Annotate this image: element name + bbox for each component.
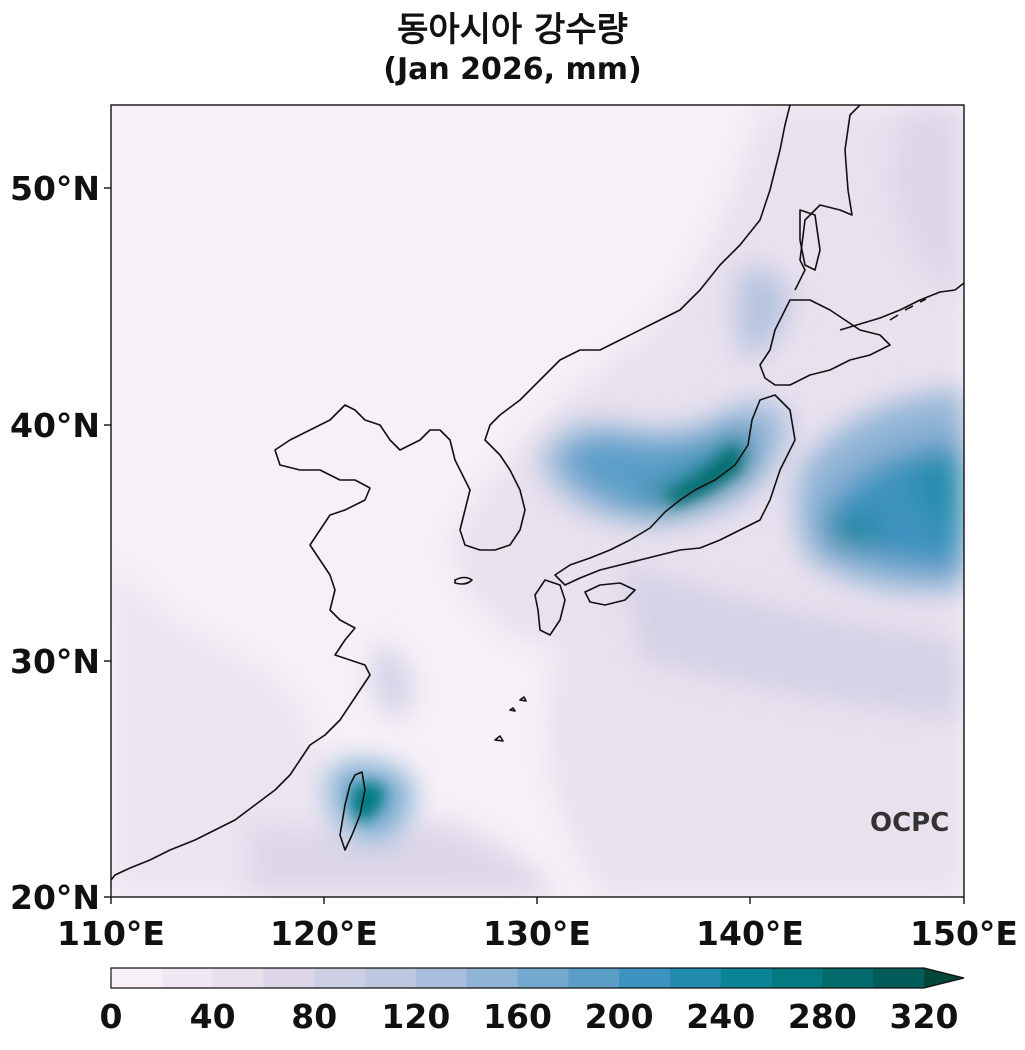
precip-field (111, 105, 964, 897)
lat-tick-30: 30°N (10, 642, 101, 681)
colorbar-segment (263, 968, 315, 988)
colorbar-segment (873, 968, 925, 988)
colorbar-segment (517, 968, 569, 988)
colorbar-segment (161, 968, 214, 988)
map-subtitle: (Jan 2026, mm) (383, 52, 642, 87)
colorbar-segment (720, 968, 773, 988)
colorbar-segment (212, 968, 264, 988)
colorbar-tick-label: 320 (889, 997, 959, 1036)
lat-tick-20: 20°N (10, 878, 101, 917)
colorbar-segment (822, 968, 874, 988)
colorbar-segment (619, 968, 671, 988)
colorbar-tick-label: 80 (291, 997, 338, 1036)
colorbar-tick-label: 0 (99, 997, 123, 1036)
axis-ticks (104, 187, 965, 904)
lat-tick-50: 50°N (10, 169, 101, 208)
colorbar-tick-label: 280 (787, 997, 857, 1036)
colorbar-tick-label: 120 (381, 997, 451, 1036)
colorbar-tick-label: 200 (584, 997, 654, 1036)
coastlines (111, 105, 964, 881)
colorbar-segment (415, 968, 468, 988)
ocpc-logo: OCPC (870, 808, 950, 838)
lon-tick-150: 150°E (910, 914, 1018, 953)
colorbar-segment (669, 968, 722, 988)
lon-tick-140: 140°E (696, 914, 804, 953)
colorbar-segment (365, 968, 417, 988)
colorbar-tick-label: 40 (189, 997, 236, 1036)
colorbar-extend-arrow (924, 968, 964, 988)
colorbar (110, 967, 965, 989)
map-title: 동아시아 강수량 (397, 10, 628, 50)
colorbar-outline (110, 967, 965, 989)
colorbar-tick-label: 160 (483, 997, 552, 1036)
colorbar-segment (314, 968, 366, 988)
lon-tick-130: 130°E (483, 914, 591, 953)
colorbar-segment (568, 968, 620, 988)
colorbar-segment (771, 968, 823, 988)
lat-tick-40: 40°N (10, 406, 101, 445)
colorbar-segment (466, 968, 518, 988)
colorbar-tick-label: 240 (686, 997, 756, 1036)
colorbar-segment (111, 968, 163, 988)
lon-tick-110: 110°E (57, 914, 165, 953)
lon-tick-120: 120°E (270, 914, 378, 953)
